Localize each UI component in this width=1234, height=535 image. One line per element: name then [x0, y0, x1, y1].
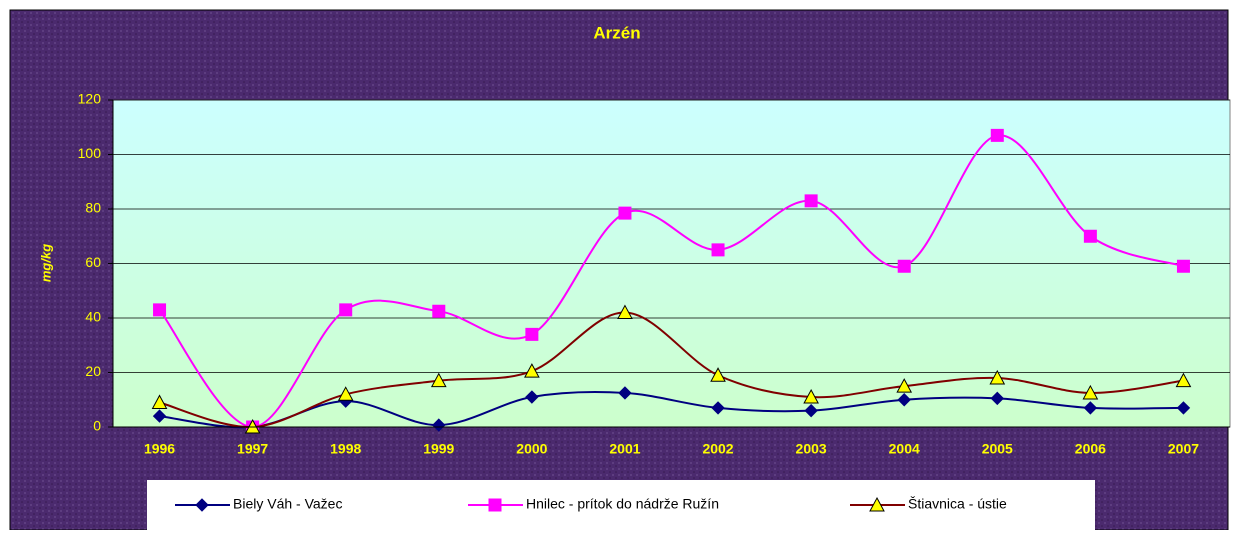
y-tick-label: 40: [85, 309, 101, 325]
legend-label: Štiavnica - ústie: [908, 496, 1007, 512]
data-point: [1176, 401, 1191, 415]
y-tick-label: 0: [93, 418, 101, 434]
data-point: [896, 378, 913, 393]
x-tick-label: 2004: [889, 441, 920, 457]
x-tick-label: 1998: [330, 441, 361, 457]
data-point: [710, 367, 726, 382]
data-point: [803, 388, 819, 404]
data-point: [151, 394, 168, 409]
data-point: [897, 259, 911, 273]
y-tick-label: 120: [78, 91, 102, 107]
data-point: [897, 393, 911, 407]
y-tick-label: 100: [78, 145, 102, 161]
data-point: [711, 243, 725, 257]
x-tick-label: 1997: [237, 441, 268, 457]
x-tick-label: 2006: [1075, 441, 1106, 457]
data-point: [1083, 401, 1098, 415]
data-point: [618, 206, 632, 220]
x-tick-label: 2002: [702, 441, 733, 457]
x-tick-label: 1999: [423, 441, 454, 457]
chart-title: Arzén: [593, 23, 640, 42]
data-point: [1082, 384, 1099, 400]
data-point: [524, 363, 540, 378]
y-axis-label: mg/kg: [38, 244, 53, 282]
legend-marker: [869, 496, 885, 512]
data-point: [617, 304, 633, 320]
legend-label: Hnilec - prítok do nádrže Ružín: [526, 496, 719, 512]
x-tick-label: 2005: [982, 441, 1013, 457]
data-point: [153, 303, 167, 317]
x-tick-label: 2003: [796, 441, 827, 457]
data-point: [1175, 372, 1192, 388]
data-point: [525, 390, 539, 404]
y-tick-label: 20: [85, 363, 101, 379]
data-point: [1083, 229, 1097, 243]
data-point: [152, 409, 167, 423]
x-tick-label: 2000: [516, 441, 547, 457]
data-point: [990, 391, 1004, 406]
data-point: [432, 304, 446, 318]
data-point: [989, 369, 1006, 385]
legend-marker: [488, 498, 502, 512]
y-tick-label: 80: [85, 200, 101, 216]
legend-marker: [195, 498, 209, 512]
data-point: [339, 303, 353, 317]
x-tick-label: 2007: [1168, 441, 1199, 457]
x-tick-label: 1996: [144, 441, 175, 457]
data-point: [432, 418, 446, 432]
data-point: [618, 386, 632, 400]
data-point: [1176, 259, 1190, 273]
data-point: [990, 128, 1004, 142]
legend-label: Biely Váh - Važec: [233, 496, 342, 512]
data-point: [337, 386, 354, 401]
data-point: [430, 372, 447, 388]
data-point: [525, 327, 539, 341]
y-tick-label: 60: [85, 254, 101, 270]
legend: [147, 480, 1095, 530]
data-point: [804, 403, 818, 418]
data-point: [804, 194, 818, 208]
x-tick-label: 2001: [609, 441, 640, 457]
data-point: [711, 401, 725, 415]
